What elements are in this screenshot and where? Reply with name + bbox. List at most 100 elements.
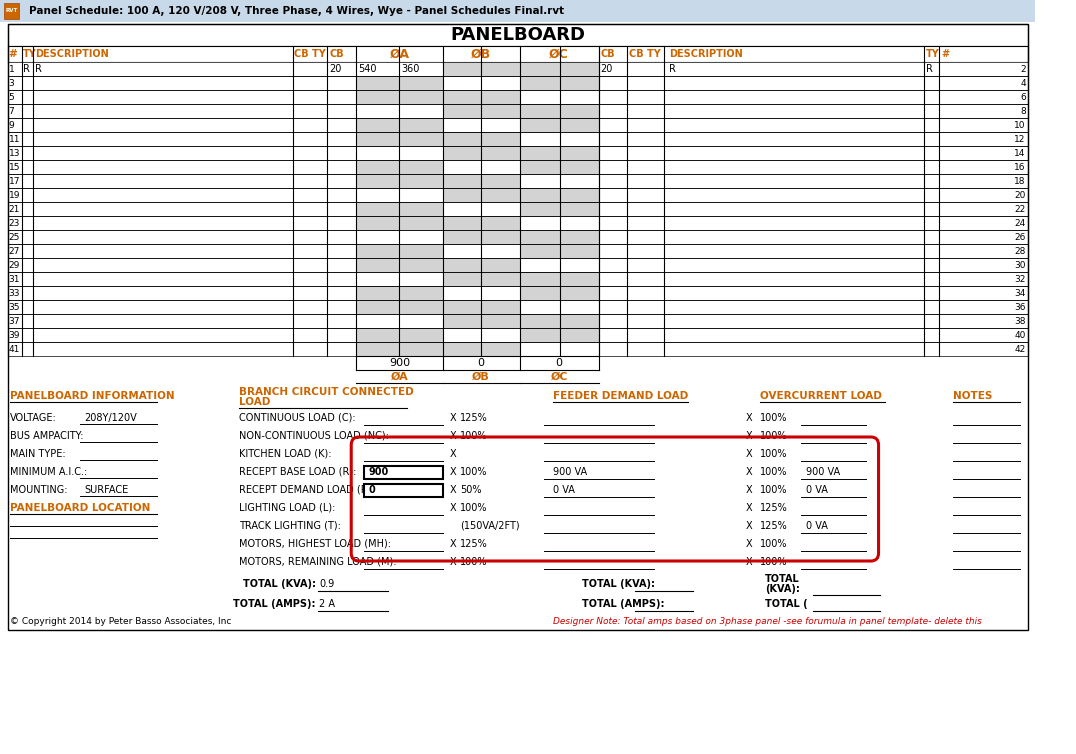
Bar bbox=[8, 90, 1028, 104]
Text: 41: 41 bbox=[9, 345, 20, 354]
Text: 100%: 100% bbox=[459, 467, 487, 477]
Bar bbox=[8, 24, 1028, 46]
Bar bbox=[8, 118, 1028, 132]
Text: 125%: 125% bbox=[459, 413, 487, 423]
Text: X: X bbox=[450, 449, 456, 459]
Text: #: # bbox=[9, 49, 17, 59]
Bar bbox=[442, 314, 520, 328]
Text: 34: 34 bbox=[1015, 289, 1025, 298]
Text: © Copyright 2014 by Peter Basso Associates, Inc: © Copyright 2014 by Peter Basso Associat… bbox=[10, 618, 231, 627]
Text: X: X bbox=[450, 413, 456, 423]
Text: 900 VA: 900 VA bbox=[806, 467, 840, 477]
Bar bbox=[520, 160, 598, 174]
Bar bbox=[520, 104, 598, 118]
Bar bbox=[8, 62, 1028, 76]
Text: 27: 27 bbox=[9, 247, 20, 256]
Bar bbox=[8, 132, 1028, 146]
Text: TOTAL (: TOTAL ( bbox=[765, 599, 808, 609]
Text: X: X bbox=[746, 557, 752, 567]
Text: 0: 0 bbox=[369, 485, 376, 495]
Text: OVERCURRENT LOAD: OVERCURRENT LOAD bbox=[760, 391, 882, 401]
Text: R: R bbox=[925, 64, 933, 74]
Bar bbox=[442, 216, 520, 230]
Text: ØC: ØC bbox=[549, 48, 569, 60]
Bar bbox=[356, 216, 442, 230]
Text: X: X bbox=[450, 557, 456, 567]
Text: 40: 40 bbox=[1015, 330, 1025, 339]
Bar bbox=[520, 188, 598, 202]
Bar bbox=[442, 104, 520, 118]
Text: 6: 6 bbox=[1020, 93, 1025, 102]
Text: X: X bbox=[746, 521, 752, 531]
Text: TOTAL (AMPS):: TOTAL (AMPS): bbox=[233, 599, 315, 609]
Text: RVT: RVT bbox=[5, 8, 17, 14]
Bar bbox=[8, 328, 1028, 342]
Text: X: X bbox=[746, 503, 752, 513]
Text: 25: 25 bbox=[9, 232, 20, 241]
Text: 540: 540 bbox=[358, 64, 377, 74]
Bar bbox=[356, 118, 442, 132]
Bar bbox=[520, 76, 598, 90]
Text: ØA: ØA bbox=[391, 372, 408, 382]
Text: 15: 15 bbox=[9, 163, 20, 171]
Bar bbox=[442, 300, 520, 314]
Text: FEEDER DEMAND LOAD: FEEDER DEMAND LOAD bbox=[553, 391, 689, 401]
Text: 5: 5 bbox=[9, 93, 14, 102]
Text: 100%: 100% bbox=[760, 467, 788, 477]
Bar bbox=[442, 188, 520, 202]
Text: 20: 20 bbox=[1015, 191, 1025, 200]
Bar bbox=[442, 132, 520, 146]
Text: X: X bbox=[450, 539, 456, 549]
Text: ØB: ØB bbox=[472, 372, 490, 382]
Text: 125%: 125% bbox=[760, 521, 788, 531]
Text: PANELBOARD LOCATION: PANELBOARD LOCATION bbox=[10, 503, 150, 513]
Bar bbox=[442, 230, 520, 244]
Text: X: X bbox=[746, 539, 752, 549]
Bar bbox=[520, 314, 598, 328]
Bar bbox=[8, 160, 1028, 174]
Bar bbox=[520, 230, 598, 244]
Text: 31: 31 bbox=[9, 274, 20, 284]
Bar bbox=[356, 202, 442, 216]
Text: X: X bbox=[746, 413, 752, 423]
Bar bbox=[8, 230, 1028, 244]
Text: X: X bbox=[746, 449, 752, 459]
Text: 19: 19 bbox=[9, 191, 20, 200]
Text: 20: 20 bbox=[600, 64, 613, 74]
Text: CB: CB bbox=[600, 49, 615, 59]
Text: 7: 7 bbox=[9, 106, 14, 115]
Text: X: X bbox=[450, 503, 456, 513]
Bar bbox=[356, 160, 442, 174]
Text: (150VA/2FT): (150VA/2FT) bbox=[459, 521, 520, 531]
Bar bbox=[442, 342, 520, 356]
Text: VOLTAGE:: VOLTAGE: bbox=[10, 413, 56, 423]
Text: 8: 8 bbox=[1020, 106, 1025, 115]
Text: 0 VA: 0 VA bbox=[806, 521, 829, 531]
Text: NON-CONTINUOUS LOAD (NC):: NON-CONTINUOUS LOAD (NC): bbox=[239, 431, 388, 441]
Bar bbox=[0, 0, 1035, 22]
Text: 9: 9 bbox=[9, 121, 14, 130]
Text: DESCRIPTION: DESCRIPTION bbox=[669, 49, 742, 59]
Bar bbox=[8, 104, 1028, 118]
Text: LOAD: LOAD bbox=[239, 397, 270, 407]
Bar bbox=[8, 146, 1028, 160]
Text: LIGHTING LOAD (L):: LIGHTING LOAD (L): bbox=[239, 503, 335, 513]
Bar bbox=[8, 46, 1028, 62]
Bar bbox=[364, 466, 442, 479]
Text: 0 VA: 0 VA bbox=[553, 485, 576, 495]
Bar bbox=[8, 286, 1028, 300]
Bar bbox=[442, 258, 520, 272]
Text: 13: 13 bbox=[9, 149, 20, 158]
Bar bbox=[8, 244, 1028, 258]
Bar bbox=[520, 62, 598, 76]
Bar bbox=[8, 314, 1028, 328]
Text: X: X bbox=[450, 485, 456, 495]
Text: 100%: 100% bbox=[760, 431, 788, 441]
Bar bbox=[8, 258, 1028, 272]
Text: CB: CB bbox=[329, 49, 343, 59]
Text: X: X bbox=[746, 431, 752, 441]
Text: 10: 10 bbox=[1015, 121, 1025, 130]
Text: R: R bbox=[34, 64, 42, 74]
Text: MOTORS, REMAINING LOAD (M):: MOTORS, REMAINING LOAD (M): bbox=[239, 557, 396, 567]
Text: Designer Note: Total amps based on 3phase panel -see forumula in panel template-: Designer Note: Total amps based on 3phas… bbox=[553, 618, 982, 627]
